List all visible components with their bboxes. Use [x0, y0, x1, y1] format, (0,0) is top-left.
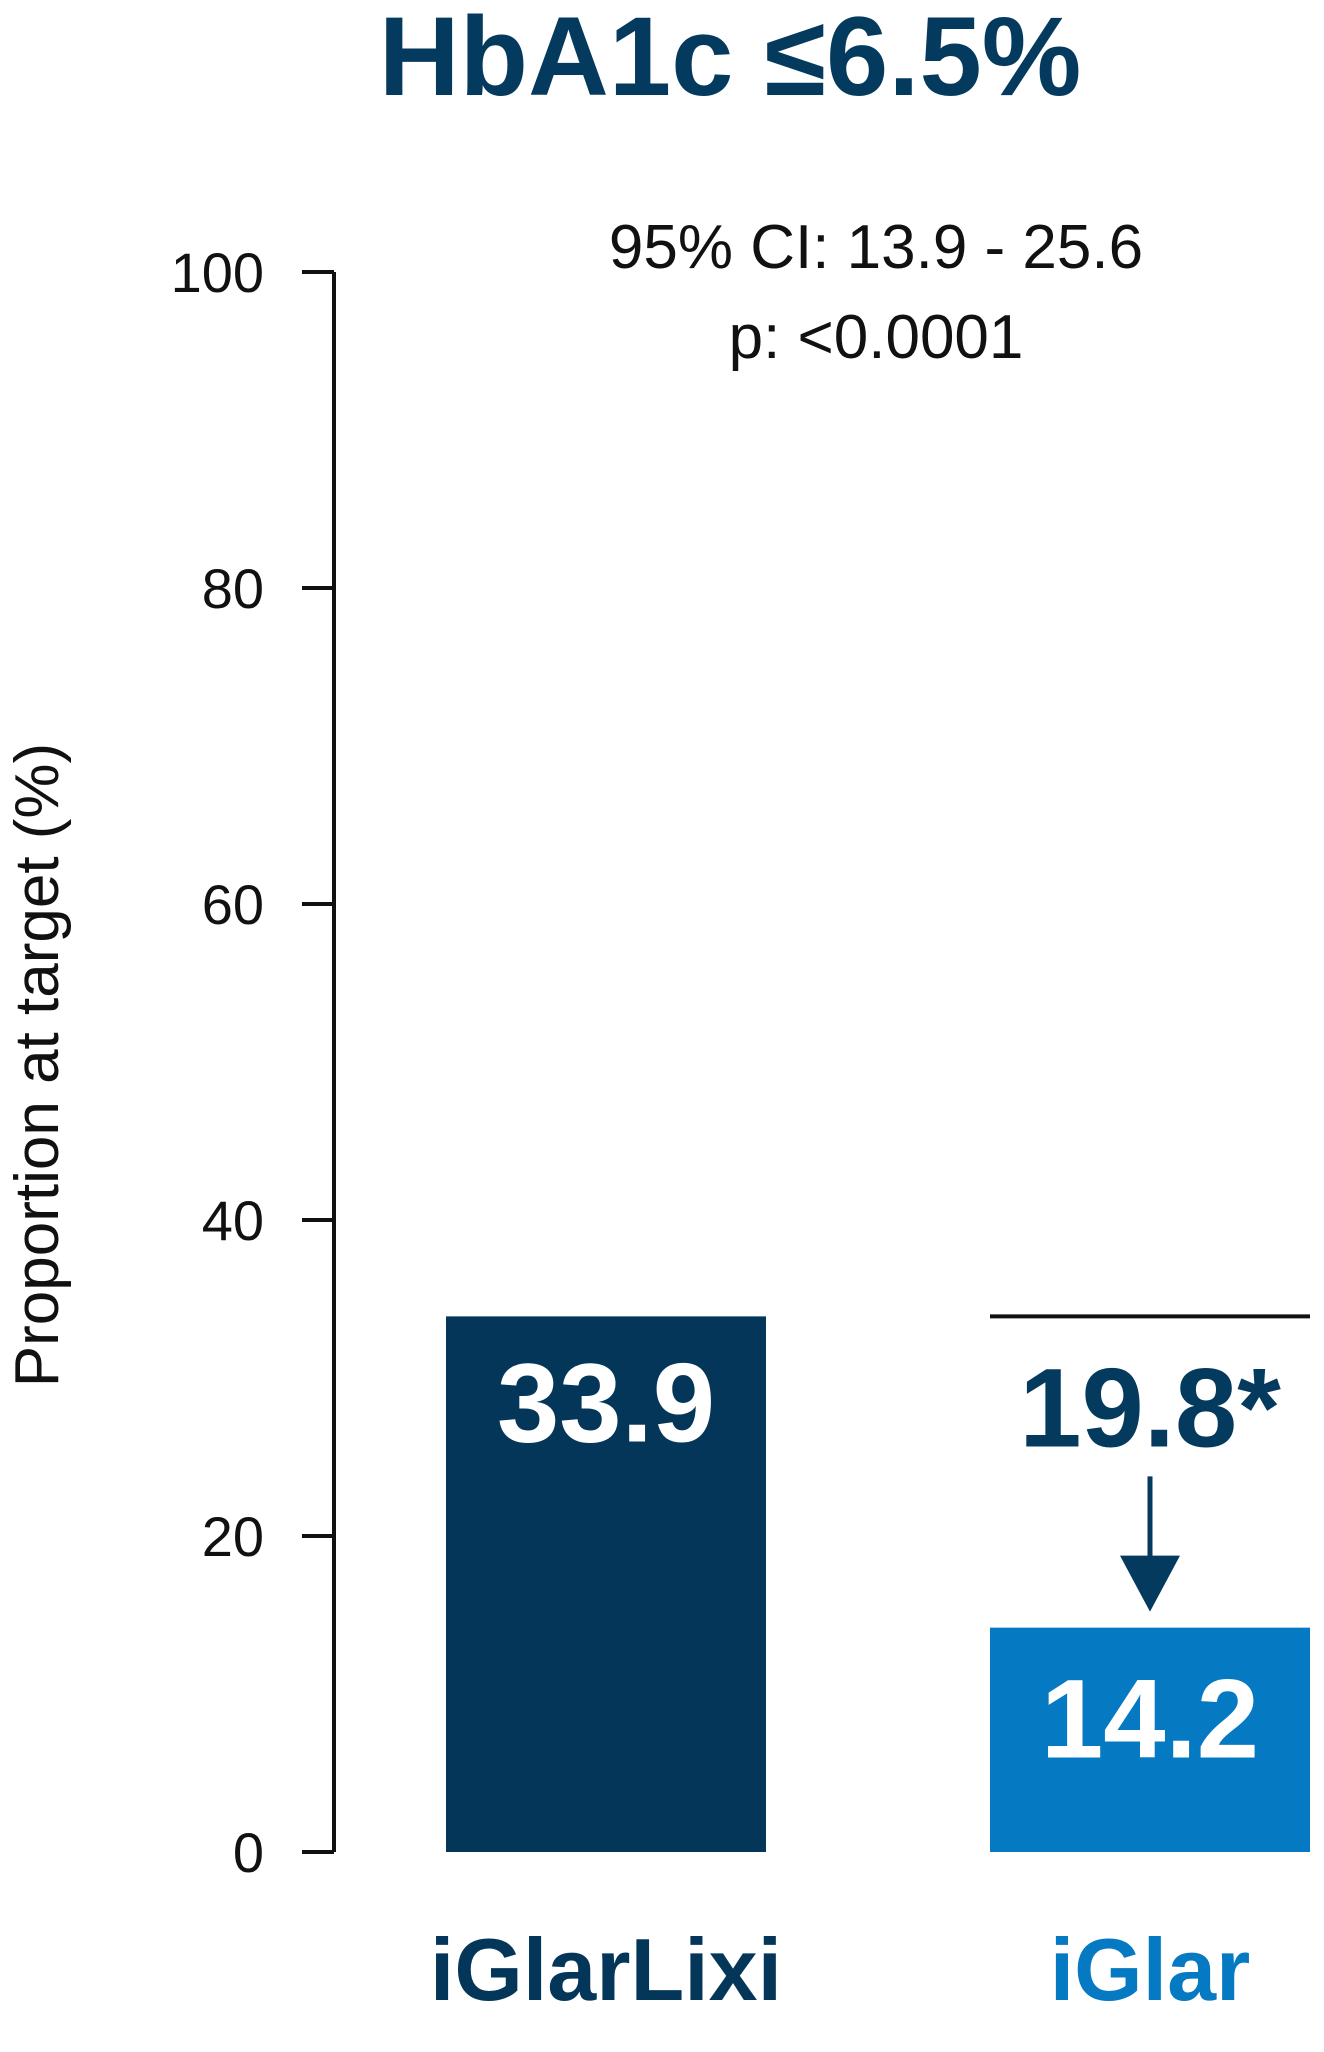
- bar-iglar: [990, 1627, 1310, 1852]
- difference-label: 19.8*: [1019, 1345, 1281, 1470]
- category-label-iglar: iGlar: [1050, 1920, 1251, 2019]
- y-tick-label-0: 0: [233, 1821, 264, 1884]
- y-tick-label-60: 60: [202, 873, 264, 936]
- y-axis: 0 20 40 60 80 100: [171, 241, 336, 1884]
- y-tick-label-80: 80: [202, 557, 264, 620]
- y-axis-label: Proportion at target (%): [3, 743, 72, 1387]
- bar-iglarlixi: [446, 1316, 766, 1852]
- ci-annotation: 95% CI: 13.9 - 25.6: [609, 213, 1143, 282]
- category-label-iglarlixi: iGlarLixi: [430, 1920, 782, 2019]
- bar-value-label-iglar: 14.2: [1041, 1657, 1259, 1782]
- y-tick-label-20: 20: [202, 1505, 264, 1568]
- chart-title: HbA1c ≤6.5%: [379, 0, 1082, 119]
- difference-annotation: 19.8*: [990, 1314, 1310, 1612]
- difference-arrow-head: [1120, 1555, 1180, 1612]
- y-tick-label-40: 40: [202, 1189, 264, 1252]
- bar-value-label-iglarlixi: 33.9: [497, 1340, 715, 1465]
- y-tick-label-100: 100: [171, 241, 264, 304]
- p-value-annotation: p: <0.0001: [729, 303, 1024, 372]
- bars: 33.9 iGlarLixi 14.2 iGlar: [430, 1316, 1310, 2019]
